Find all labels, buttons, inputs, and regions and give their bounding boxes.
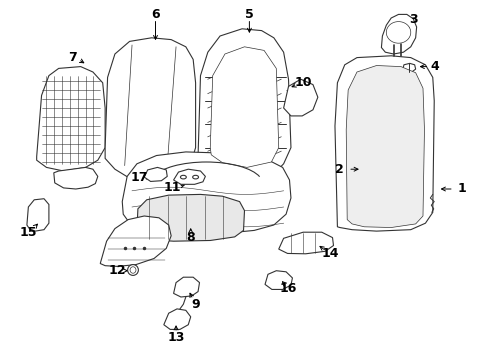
Ellipse shape xyxy=(130,267,136,273)
Polygon shape xyxy=(198,29,290,182)
Text: 7: 7 xyxy=(68,51,77,64)
Text: 9: 9 xyxy=(191,298,200,311)
Polygon shape xyxy=(105,38,195,181)
Text: 11: 11 xyxy=(163,181,181,194)
Polygon shape xyxy=(137,194,244,241)
Text: 17: 17 xyxy=(130,171,148,184)
Polygon shape xyxy=(278,232,333,254)
Text: 6: 6 xyxy=(151,8,160,21)
Polygon shape xyxy=(54,167,98,189)
Polygon shape xyxy=(173,277,199,297)
Text: 2: 2 xyxy=(335,163,344,176)
Text: 15: 15 xyxy=(20,226,37,239)
Ellipse shape xyxy=(386,22,410,43)
Polygon shape xyxy=(173,169,205,184)
Polygon shape xyxy=(100,216,171,266)
Text: 8: 8 xyxy=(186,231,195,244)
Text: 16: 16 xyxy=(279,282,297,295)
Polygon shape xyxy=(381,14,416,54)
Text: 12: 12 xyxy=(108,264,126,277)
Text: 10: 10 xyxy=(294,76,311,89)
Polygon shape xyxy=(283,79,317,116)
Polygon shape xyxy=(334,56,433,231)
Text: 1: 1 xyxy=(457,183,466,195)
Ellipse shape xyxy=(180,175,186,179)
Polygon shape xyxy=(37,67,105,171)
Text: 13: 13 xyxy=(167,331,184,344)
Text: 4: 4 xyxy=(430,60,439,73)
Polygon shape xyxy=(210,47,278,167)
Polygon shape xyxy=(122,152,290,234)
Text: 5: 5 xyxy=(244,8,253,21)
Ellipse shape xyxy=(192,175,198,179)
Polygon shape xyxy=(163,309,190,329)
Ellipse shape xyxy=(127,265,138,275)
Polygon shape xyxy=(27,199,49,231)
Polygon shape xyxy=(402,63,415,72)
Text: 3: 3 xyxy=(408,13,417,26)
Polygon shape xyxy=(264,271,292,289)
Polygon shape xyxy=(144,167,167,181)
Polygon shape xyxy=(346,66,424,228)
Text: 14: 14 xyxy=(321,247,338,260)
